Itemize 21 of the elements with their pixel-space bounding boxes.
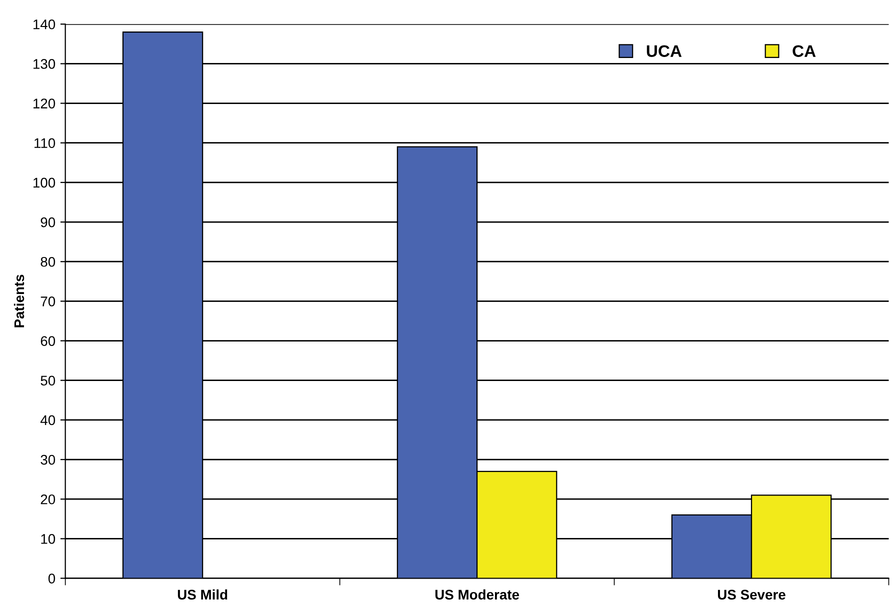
y-tick-label: 90 (40, 217, 56, 228)
x-tick-label: US Moderate (435, 589, 520, 600)
y-tick-label: 20 (40, 494, 56, 504)
y-tick-label: 50 (40, 376, 56, 386)
x-tick-label: US Severe (718, 590, 786, 600)
y-tick-label: 120 (34, 98, 56, 108)
y-tick-label: 60 (40, 336, 56, 346)
y-tick-label: 0 (48, 574, 56, 584)
x-tick-label: US Mild (178, 589, 228, 600)
y-tick-label: 30 (40, 454, 56, 465)
y-axis-title: Patients (14, 274, 24, 328)
y-tick-label: 100 (34, 178, 56, 188)
y-tick-label: 70 (40, 296, 56, 306)
y-tick-label: 80 (40, 256, 56, 267)
y-tick-label: 110 (34, 138, 56, 148)
y-tick-label: 40 (40, 415, 56, 426)
y-tick-label: 140 (34, 19, 56, 30)
y-tick-label: 130 (34, 59, 56, 69)
legend-label: CA (792, 45, 816, 57)
y-tick-label: 10 (41, 534, 56, 544)
legend-label: UCA (646, 45, 682, 57)
